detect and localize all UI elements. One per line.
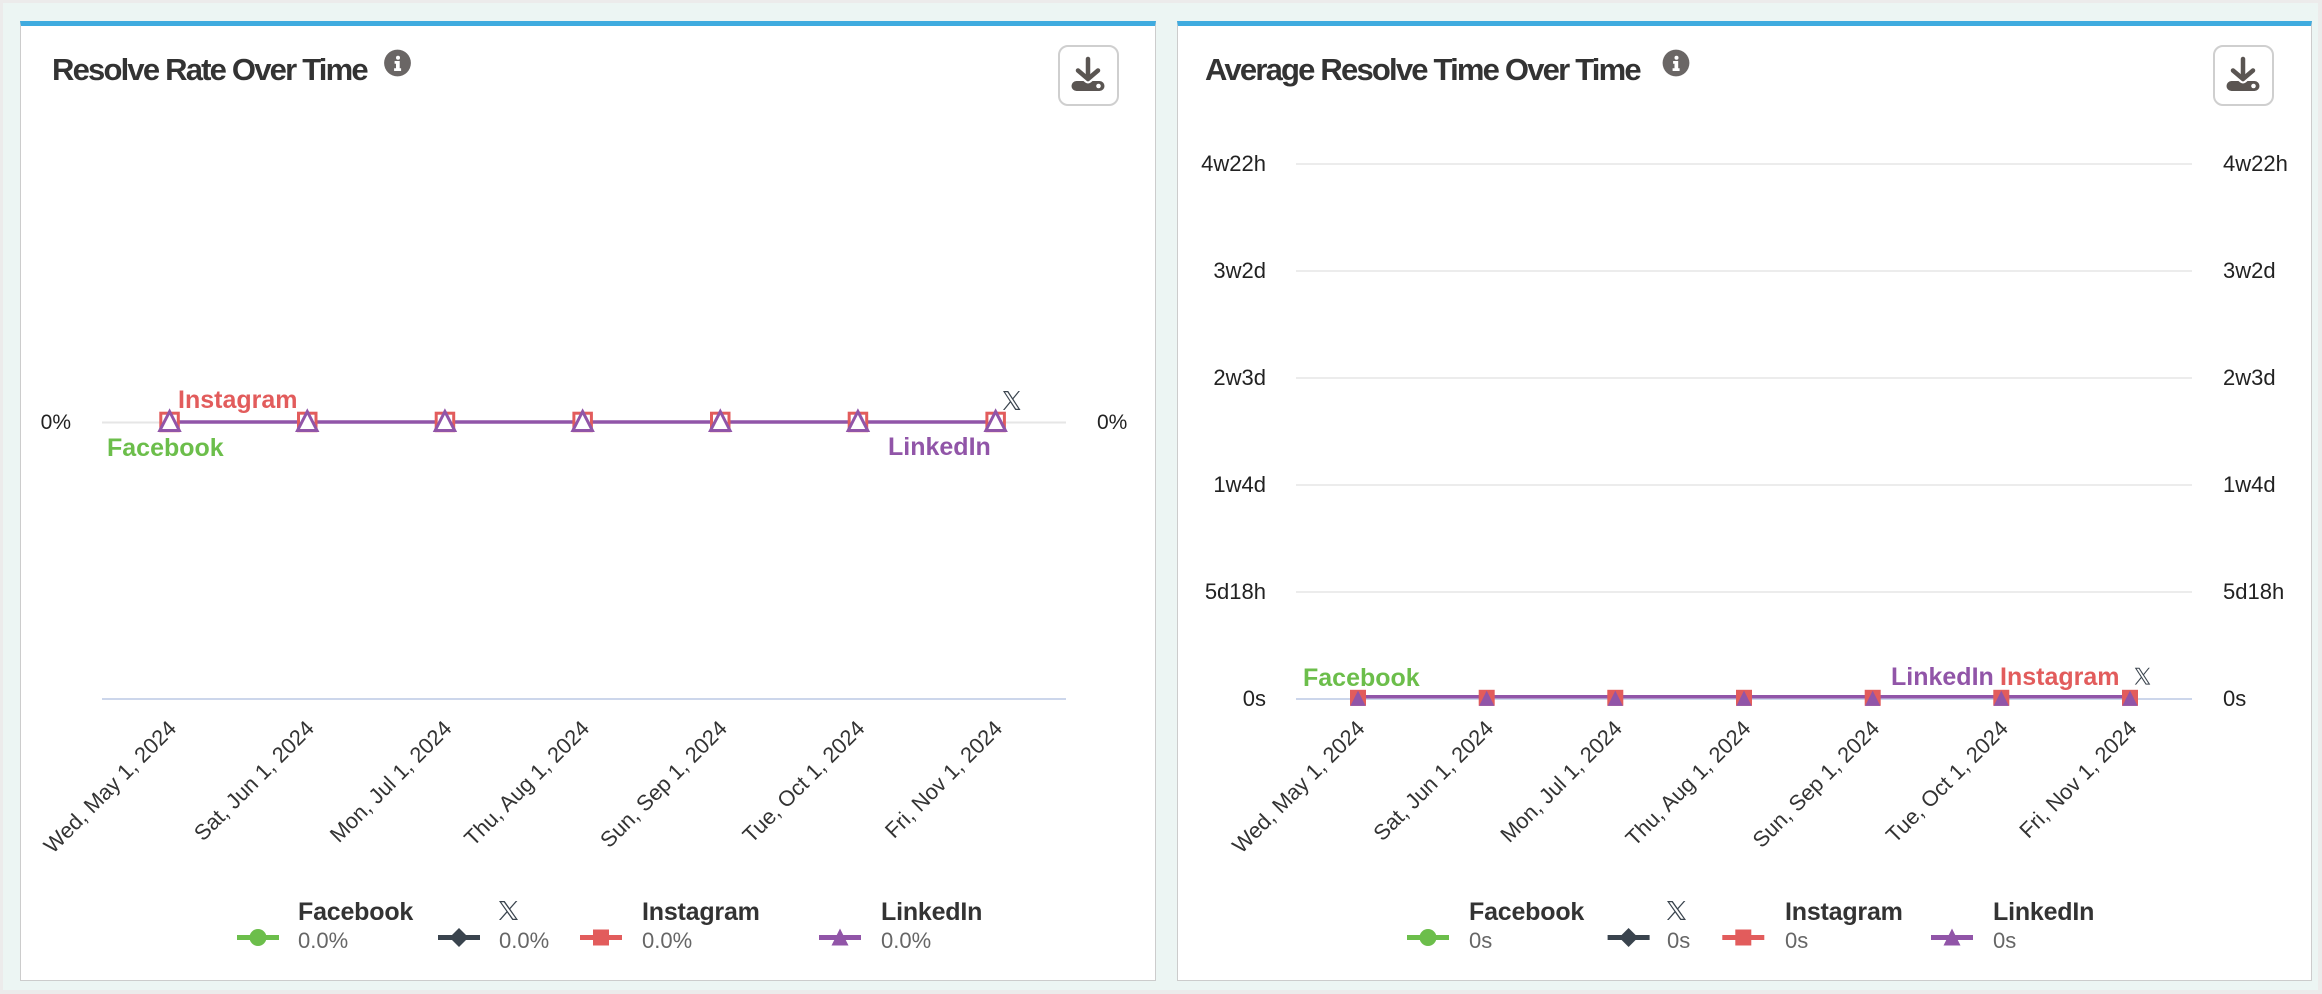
svg-text:4w22h: 4w22h <box>2223 151 2288 176</box>
svg-text:Fri, Nov 1, 2024: Fri, Nov 1, 2024 <box>880 716 1007 843</box>
svg-text:LinkedIn: LinkedIn <box>888 433 991 461</box>
svg-text:0.0%: 0.0% <box>298 928 348 953</box>
svg-text:Fri, Nov 1, 2024: Fri, Nov 1, 2024 <box>2014 716 2141 843</box>
svg-text:Wed, May 1, 2024: Wed, May 1, 2024 <box>39 716 181 858</box>
svg-text:Tue, Oct 1, 2024: Tue, Oct 1, 2024 <box>1881 716 2013 848</box>
svg-text:Resolve Rate Over Time: Resolve Rate Over Time <box>52 52 368 87</box>
svg-text:3w2d: 3w2d <box>1213 258 1266 283</box>
svg-text:Instagram: Instagram <box>1785 898 1903 926</box>
svg-text:Tue, Oct 1, 2024: Tue, Oct 1, 2024 <box>738 716 870 848</box>
svg-text:0s: 0s <box>1993 928 2016 953</box>
svg-text:Sun, Sep 1, 2024: Sun, Sep 1, 2024 <box>1747 716 1884 853</box>
svg-text:Facebook: Facebook <box>107 434 224 462</box>
svg-text:0s: 0s <box>1785 928 1808 953</box>
svg-text:0.0%: 0.0% <box>642 928 692 953</box>
svg-text:Thu, Aug 1, 2024: Thu, Aug 1, 2024 <box>459 716 594 851</box>
svg-text:Facebook: Facebook <box>1303 664 1420 692</box>
svg-text:Wed, May 1, 2024: Wed, May 1, 2024 <box>1227 716 1369 858</box>
svg-text:0s: 0s <box>1667 928 1690 953</box>
svg-text:Mon, Jul 1, 2024: Mon, Jul 1, 2024 <box>1495 716 1627 848</box>
svg-text:Instagram: Instagram <box>642 898 760 926</box>
svg-text:LinkedIn: LinkedIn <box>1891 663 1994 691</box>
svg-text:2w3d: 2w3d <box>2223 365 2276 390</box>
svg-text:Instagram: Instagram <box>2000 663 2119 691</box>
svg-text:0.0%: 0.0% <box>881 928 931 953</box>
svg-text:Instagram: Instagram <box>178 386 297 414</box>
svg-text:Sun, Sep 1, 2024: Sun, Sep 1, 2024 <box>595 716 732 853</box>
svg-text:LinkedIn: LinkedIn <box>1993 898 2094 926</box>
svg-text:Sat, Jun 1, 2024: Sat, Jun 1, 2024 <box>189 716 319 846</box>
svg-text:1w4d: 1w4d <box>2223 472 2276 497</box>
svg-text:3w2d: 3w2d <box>2223 258 2276 283</box>
svg-text:0s: 0s <box>2223 686 2246 711</box>
svg-text:Average Resolve Time Over Time: Average Resolve Time Over Time <box>1205 52 1641 87</box>
svg-text:0s: 0s <box>1243 686 1266 711</box>
svg-text:1w4d: 1w4d <box>1213 472 1266 497</box>
svg-text:0s: 0s <box>1469 928 1492 953</box>
svg-text:LinkedIn: LinkedIn <box>881 898 982 926</box>
svg-text:Sat, Jun 1, 2024: Sat, Jun 1, 2024 <box>1368 716 1498 846</box>
svg-text:Facebook: Facebook <box>298 898 413 926</box>
svg-text:0.0%: 0.0% <box>499 928 549 953</box>
svg-text:0%: 0% <box>1097 411 1127 434</box>
svg-text:2w3d: 2w3d <box>1213 365 1266 390</box>
svg-text:Facebook: Facebook <box>1469 898 1584 926</box>
svg-text:Mon, Jul 1, 2024: Mon, Jul 1, 2024 <box>325 716 457 848</box>
svg-text:5d18h: 5d18h <box>2223 579 2284 604</box>
svg-text:4w22h: 4w22h <box>1201 151 1266 176</box>
svg-text:Thu, Aug 1, 2024: Thu, Aug 1, 2024 <box>1620 716 1755 851</box>
svg-text:5d18h: 5d18h <box>1205 579 1266 604</box>
svg-text:0%: 0% <box>41 411 71 434</box>
